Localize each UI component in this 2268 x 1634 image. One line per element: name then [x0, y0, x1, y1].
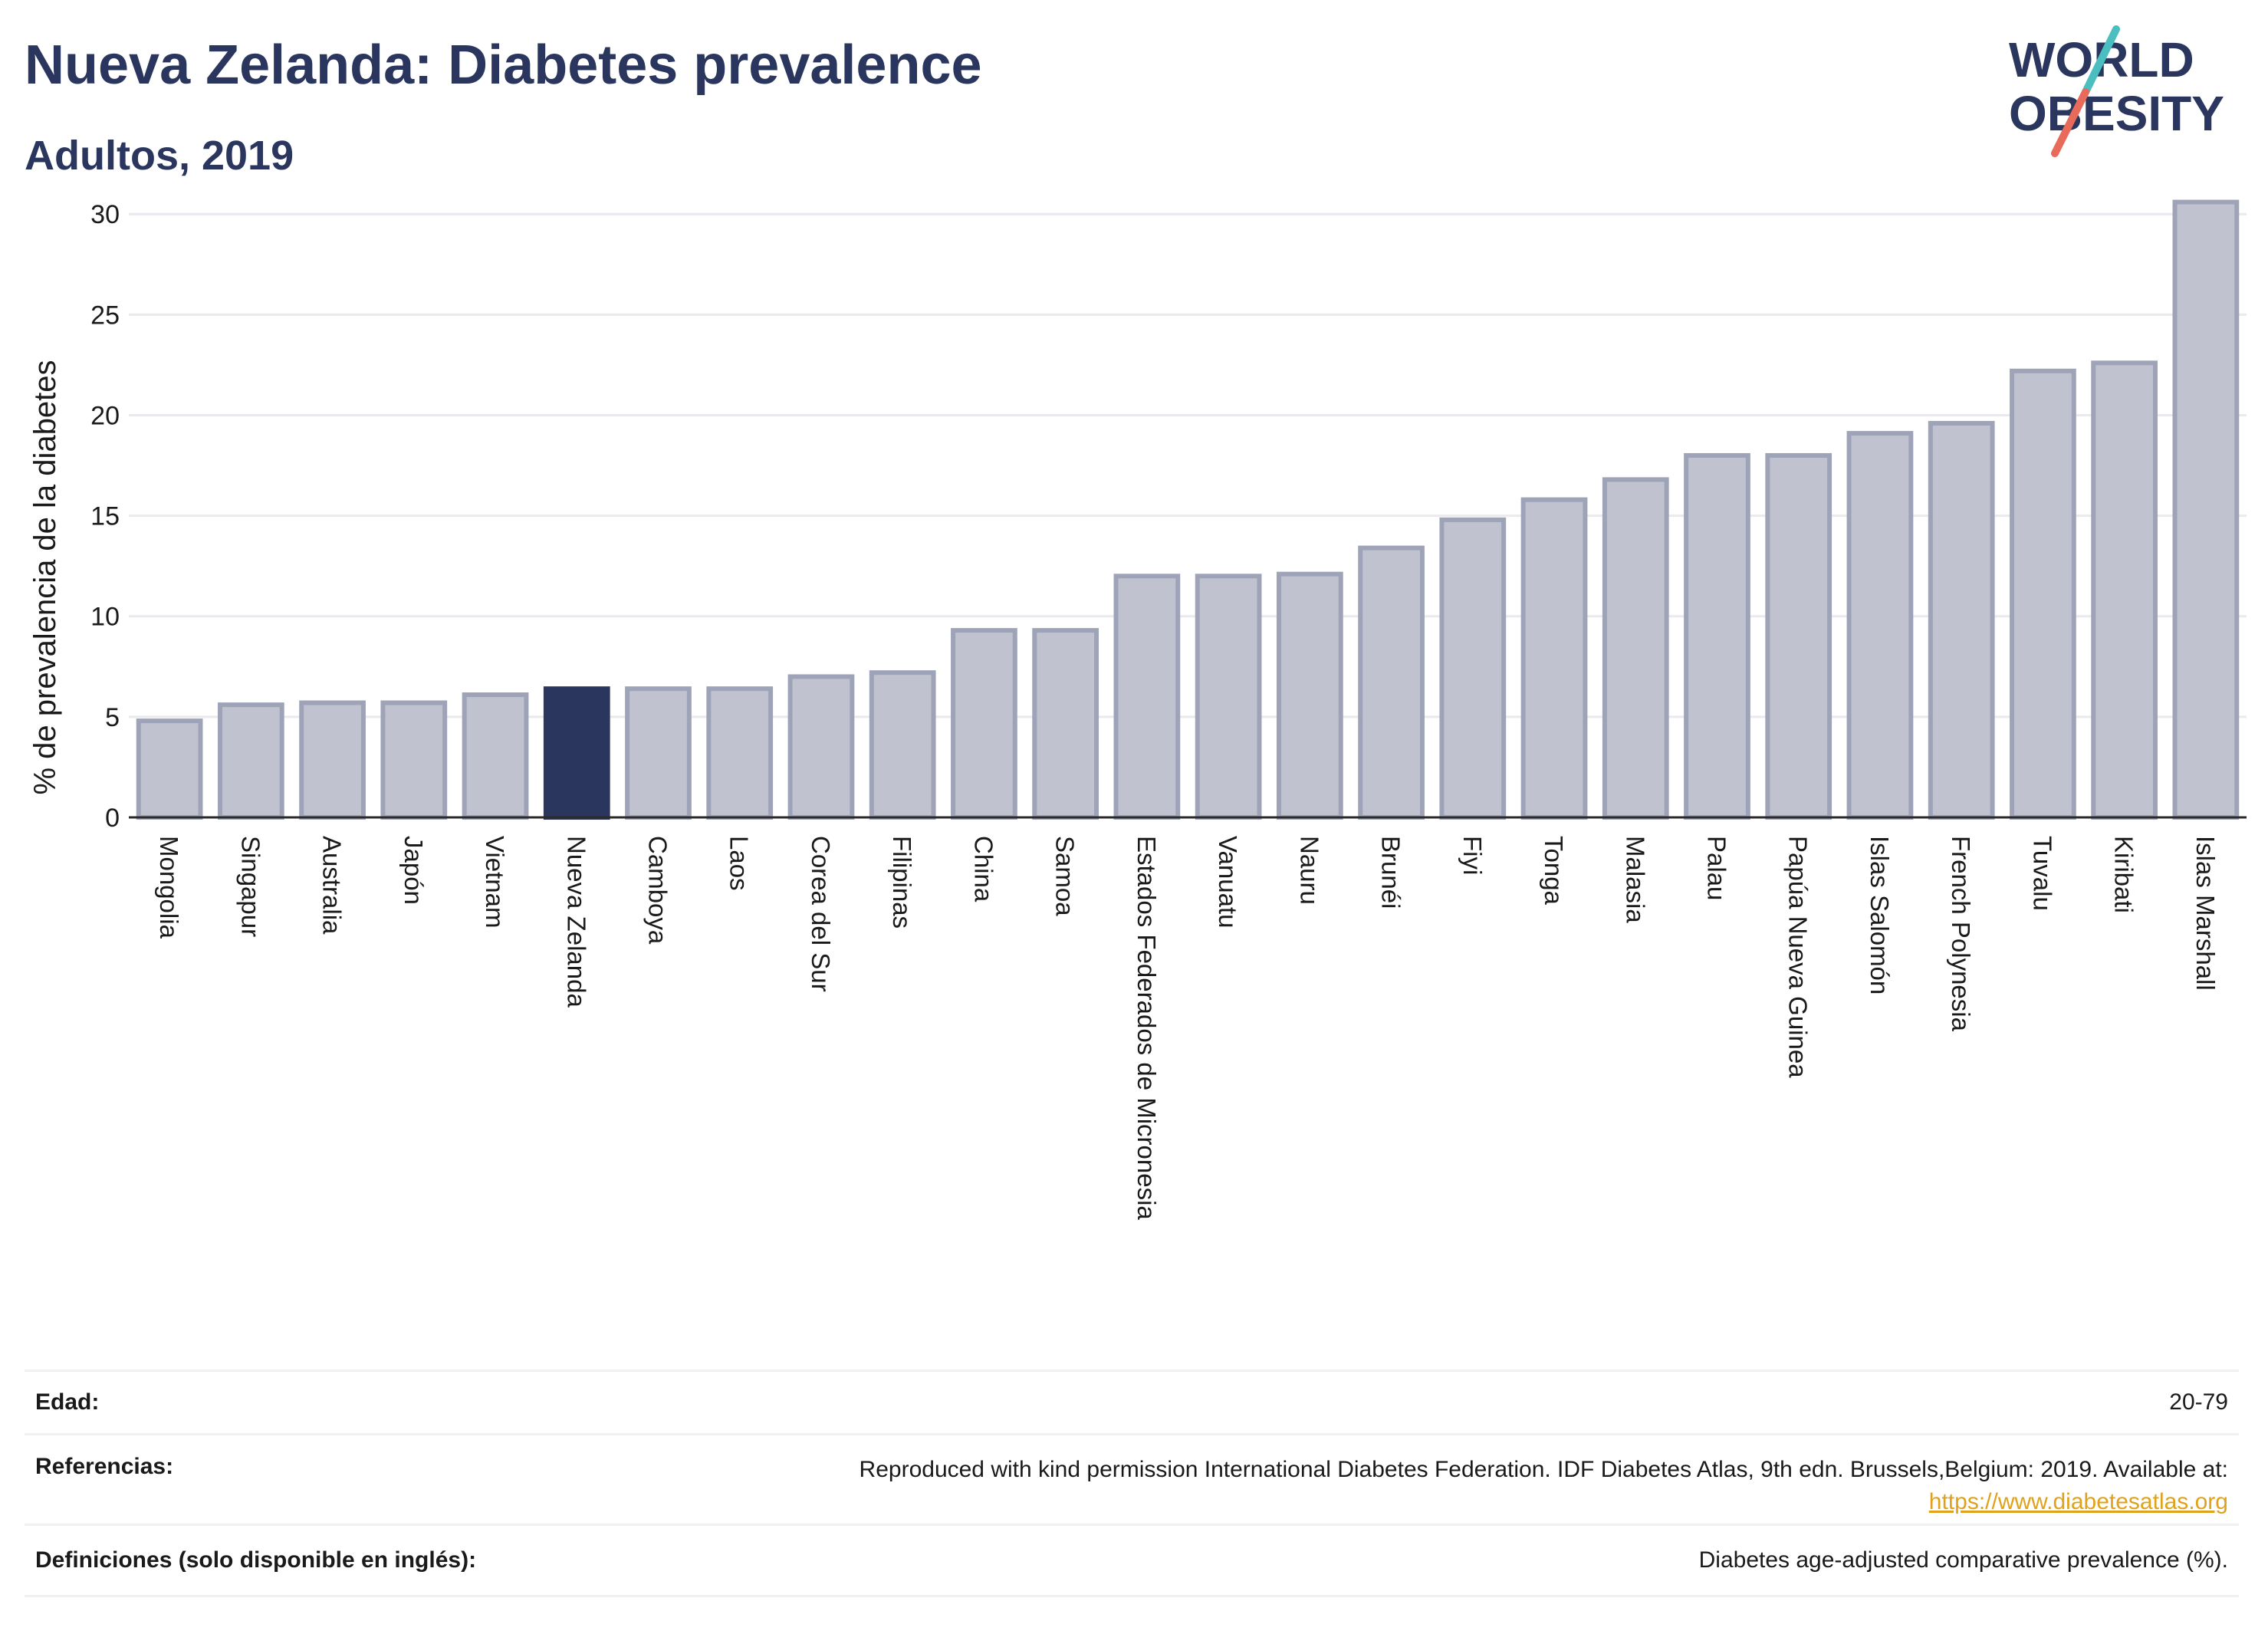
chart-subtitle: Adultos, 2019	[25, 133, 294, 179]
x-category-label: Brunéi	[1377, 836, 1405, 909]
bar-nauru	[1276, 571, 1343, 820]
x-category-label: Corea del Sur	[807, 836, 835, 992]
bars	[136, 199, 2240, 820]
x-category-label: Malasia	[1621, 836, 1649, 923]
x-category-label: Laos	[725, 836, 754, 891]
x-category-label: Islas Salomón	[1865, 836, 1894, 995]
references-link[interactable]: https://www.diabetesatlas.org	[1928, 1489, 2228, 1514]
x-category-label: Vanuatu	[1214, 836, 1242, 929]
x-category-label: Nauru	[1295, 836, 1323, 905]
x-category-label: Japón	[399, 836, 428, 905]
bar-palau	[1684, 452, 1750, 820]
bar-islas-marshall	[2172, 199, 2240, 820]
bar-china	[951, 628, 1017, 820]
info-key-definitions: Definiciones (solo disponible en inglés)…	[35, 1547, 477, 1573]
x-axis-categories: Mongolia Singapur Australia Japón Vietnam Nue…	[155, 836, 2220, 1220]
bar-australia	[299, 700, 366, 820]
x-category-label: Tonga	[1540, 836, 1568, 906]
x-category-label: Filipinas	[888, 836, 916, 929]
info-row-definitions: Definiciones (solo disponible en inglés)…	[25, 1524, 2239, 1597]
info-key-references: Referencias:	[35, 1454, 174, 1479]
x-category-label: Papúa Nueva Guinea	[1784, 836, 1813, 1078]
y-axis-ticks: 0 5 10 15 20 25 30	[90, 200, 120, 833]
logo-slash-coral	[2051, 88, 2089, 157]
bar-tonga	[1520, 497, 1588, 820]
references-text: Reproduced with kind permission Internat…	[859, 1457, 2228, 1482]
x-category-label: Australia	[318, 836, 347, 935]
bar-jap-n	[380, 700, 448, 820]
bar-chart: % de prevalencia de la diabetes 0 5 10 15 20…	[28, 199, 2247, 1220]
x-category-label: Mongolia	[155, 836, 183, 939]
bar-estados-federados-de-micronesia	[1113, 574, 1181, 820]
x-category-label: Palau	[1703, 836, 1731, 900]
bar-singapur	[217, 702, 284, 820]
bar-filipinas	[869, 670, 936, 820]
y-axis-label: % de prevalencia de la diabetes	[28, 360, 62, 794]
x-category-label: Estados Federados de Micronesia	[1132, 836, 1161, 1220]
info-row-age: Edad: 20-79	[25, 1369, 2239, 1433]
bar-french-polynesia	[1928, 420, 1995, 820]
bar-malasia	[1602, 477, 1669, 820]
logo-slash-teal	[2082, 25, 2120, 96]
x-category-label: Singapur	[236, 836, 265, 937]
info-value-age: 20-79	[2169, 1389, 2228, 1415]
bar-corea-del-sur	[787, 674, 855, 820]
bar-nueva-zelanda	[543, 686, 610, 820]
y-tick-label: 15	[90, 502, 120, 531]
chart-title: Nueva Zelanda: Diabetes prevalence	[25, 35, 982, 96]
x-category-label: French Polynesia	[1947, 836, 1975, 1032]
bar-fiyi	[1439, 517, 1507, 820]
world-obesity-logo: WORLD OBESITY	[2009, 25, 2224, 157]
x-category-label: Kiribati	[2110, 836, 2138, 913]
bar-brun-i	[1358, 545, 1425, 820]
bar-islas-salom-n	[1846, 431, 1914, 820]
x-category-label: Islas Marshall	[2191, 836, 2220, 991]
y-tick-label: 25	[90, 301, 120, 330]
bar-tuvalu	[2010, 368, 2076, 820]
bar-samoa	[1032, 628, 1099, 820]
x-category-label: Nueva Zelanda	[562, 836, 590, 1008]
bar-vanuatu	[1195, 574, 1262, 820]
x-category-label: Vietnam	[481, 836, 509, 928]
info-value-references: Reproduced with kind permission Internat…	[860, 1454, 2228, 1518]
x-category-label: Camboya	[644, 836, 672, 945]
x-category-label: Tuvalu	[2028, 836, 2056, 911]
y-tick-label: 5	[105, 703, 120, 732]
x-category-label: Samoa	[1051, 836, 1080, 916]
x-category-label: China	[969, 836, 998, 902]
logo-line-2: OBESITY	[2009, 86, 2224, 141]
info-row-references: Referencias: Reproduced with kind permis…	[25, 1433, 2239, 1524]
info-value-definitions: Diabetes age-adjusted comparative preval…	[1698, 1547, 2228, 1573]
bar-mongolia	[136, 718, 203, 820]
info-key-age: Edad:	[35, 1389, 100, 1415]
bar-laos	[706, 686, 774, 820]
info-table: Edad: 20-79 Referencias: Reproduced with…	[25, 1369, 2239, 1597]
y-tick-label: 20	[90, 401, 120, 430]
bar-pap-a-nueva-guinea	[1765, 452, 1832, 820]
y-tick-label: 10	[90, 603, 120, 632]
bar-camboya	[625, 686, 692, 820]
bar-vietnam	[462, 692, 529, 820]
y-tick-label: 30	[90, 200, 120, 229]
bar-kiribati	[2091, 360, 2158, 820]
x-category-label: Fiyi	[1458, 836, 1487, 875]
y-tick-label: 0	[105, 804, 120, 833]
